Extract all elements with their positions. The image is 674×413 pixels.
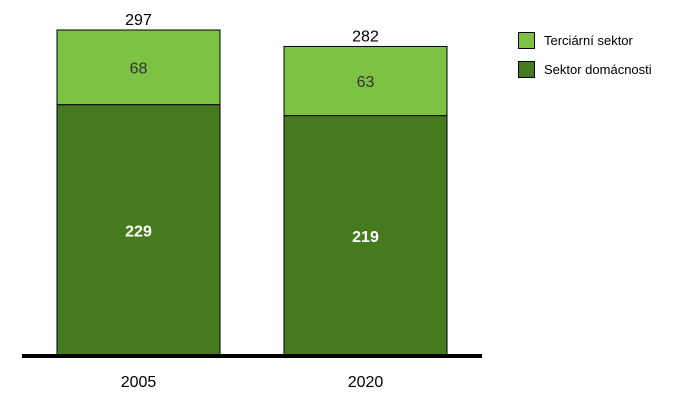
bar-segment-2020-tertiary: [283, 45, 448, 117]
chart-legend: Terciární sektor Sektor domácnosti: [518, 31, 652, 89]
legend-item-household-sector: Sektor domácnosti: [518, 60, 652, 78]
legend-label-household-sector: Sektor domácnosti: [544, 61, 652, 77]
bar-segment-2005-household: [56, 104, 221, 357]
x-tick-label-2005: 2005: [121, 374, 157, 391]
data-label-2005-household: 229: [125, 223, 152, 240]
legend-label-tertiary-sector: Terciární sektor: [544, 32, 633, 48]
data-label-2020-household: 219: [352, 229, 379, 246]
data-label-2005-tertiary: 68: [130, 60, 148, 77]
legend-item-tertiary-sector: Terciární sektor: [518, 31, 652, 49]
x-tick-label-2020: 2020: [348, 374, 384, 391]
bar-segment-2020-household: [283, 115, 448, 357]
legend-swatch-tertiary-sector: [518, 31, 535, 49]
legend-swatch-household-sector: [518, 60, 535, 78]
bar-segment-2005-tertiary: [56, 29, 221, 106]
total-label-2005: 297: [125, 12, 152, 29]
data-label-2020-tertiary: 63: [357, 74, 375, 91]
total-label-2020: 282: [352, 28, 379, 45]
